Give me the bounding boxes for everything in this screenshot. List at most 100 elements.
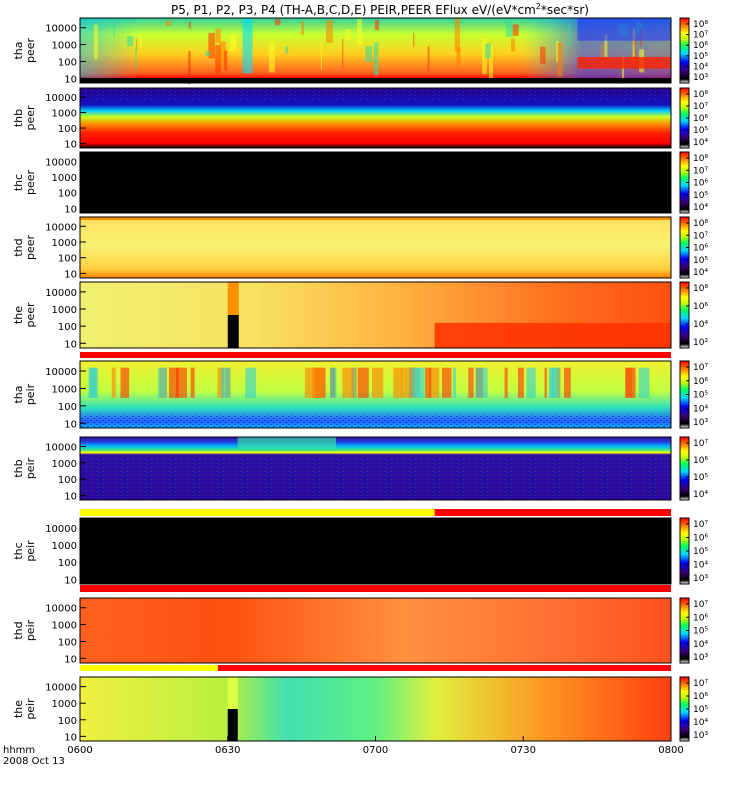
colorbar-tick-label: 10⁶ [693,41,708,51]
colorbar-tick-label: 10⁶ [693,179,708,189]
mode-bar-segment [80,509,435,516]
colorbar-tick-label: 10³ [693,418,708,428]
probe-label: thb [12,109,25,127]
y-tick-label: 10000 [45,93,77,104]
panel-frame [79,87,672,149]
probe-label: thb [12,459,25,477]
colorbar-tick-label: 10⁵ [693,52,708,62]
panel-thc-peir: 10000 1000 100 10 thc peir 10⁷ 10⁶ 10⁵ 10⁴ 10³ [12,517,708,592]
panel-frame [79,281,672,349]
colorbar-tick-label: 10⁵ [693,705,708,715]
probe-label: the [12,700,25,718]
spectrogram-thc-peer [80,152,671,213]
y-tick-label: 1000 [52,41,77,52]
colorbar-tick-label: 10⁵ [693,191,708,201]
panel-frame [79,517,672,585]
colorbar-tick-label: 10⁵ [693,473,708,483]
probe-label: tha [12,385,25,403]
colorbar-tick-label: 10⁴ [693,320,708,330]
panel-thc-peer: 10000 1000 100 10 thc peer 10⁸ 10⁷ 10⁶ 10⁵ 10⁴ [12,151,708,215]
colorbar-tick-label: 10⁴ [693,640,708,650]
colorbar-tick-label: 10⁷ [693,600,708,610]
spectrogram-thb-peir [80,437,671,500]
y-tick-label: 100 [58,402,77,413]
colorbar-tick-label: 10⁵ [693,256,708,266]
time-axis: 0600 0630 0700 0730 0800 [67,736,684,756]
y-tick-label: 10 [64,654,77,665]
mode-bar-segment [434,509,671,516]
colorbar-tick-label: 10⁴ [693,561,708,571]
spectrogram-the-peer [80,282,671,348]
panel-the-peer: 10000 1000 100 10 the peer 10⁸ 10⁶ 10⁴ 10² [12,281,708,358]
colorbar-tick-label: 10⁵ [693,391,708,401]
y-tick-label: 1000 [52,305,77,316]
y-tick-label: 100 [58,475,77,486]
colorbar-tick-label: 10⁸ [693,154,708,164]
spectrogram-tha-peer [80,18,671,85]
colorbar-tick-label: 10⁶ [693,534,708,544]
colorbar-tick-label: 10³ [693,574,708,584]
y-tick-label: 10000 [45,288,77,299]
colorbar-tick-label: 10⁸ [693,90,708,100]
y-tick-label: 100 [58,637,77,648]
y-tick-label: 100 [58,189,77,200]
probe-label: thc [12,174,25,191]
time-axis-caption: hhmm 2008 Oct 13 [3,745,65,767]
colorbar-tick-label: 10⁷ [693,102,708,112]
mode-bar-segment [80,665,218,671]
panel-the-peir: 10000 1000 100 10 the peir 10⁷ 10⁶ 10⁵ 10⁴ 10³ [12,676,708,743]
panel-thd-peir: 10000 1000 100 10 thd peir 10⁷ 10⁶ 10⁵ 10⁴ 10³ [12,597,708,671]
colorbar-tick-label: 10⁷ [693,520,708,530]
instrument-label: peir [24,619,37,641]
probe-label: thc [12,542,25,559]
y-tick-label: 100 [58,716,77,727]
panel-frame [79,216,672,279]
instrument-label: peir [24,383,37,405]
spectrogram-the-peir [80,677,671,741]
y-tick-label: 10 [64,74,77,85]
colorbar-tick-label: 10⁴ [693,718,708,728]
panel-frame [79,597,672,664]
y-tick-label: 1000 [52,541,77,552]
y-tick-label: 10000 [45,367,77,378]
panel-thb-peer: 10000 1000 100 10 thb peer 10⁸ 10⁷ 10⁶ 10⁵ 10⁴ [12,87,708,150]
y-tick-label: 100 [58,254,77,265]
panel-frame [79,17,672,84]
colorbar-tick-label: 10⁶ [693,302,708,312]
panel-thb-peir: 10000 1000 100 10 thb peir 10⁷ 10⁶ 10⁵ 10⁴ [12,436,708,516]
y-tick-label: 10 [64,419,77,430]
mode-bar-segment [80,585,671,592]
panel-thd-peer: 10000 1000 100 10 thd peer 10⁸ 10⁷ 10⁶ 10⁵ 10⁴ [12,216,708,280]
colorbar-tick-label: 10⁴ [693,404,708,414]
colorbar-tick-label: 10⁶ [693,456,708,466]
date-label: 2008 Oct 13 [3,756,65,767]
colorbar-tick-label: 10⁷ [693,231,708,241]
y-tick-label: 10000 [45,604,77,615]
y-tick-label: 1000 [52,384,77,395]
spectrogram-tha-peir [80,361,671,428]
colorbar-tick-label: 10⁶ [693,377,708,387]
panel-frame [79,151,672,214]
probe-label: thd [12,621,25,639]
y-tick-label: 1000 [52,699,77,710]
x-tick-label: 0600 [67,745,92,756]
colorbar [679,281,690,349]
colorbar-tick-label: 10⁷ [693,31,708,41]
y-tick-label: 10 [64,139,77,150]
colorbar-tick-label: 10³ [693,653,708,663]
instrument-label: peir [24,457,37,479]
instrument-label: peir [24,698,37,720]
y-tick-label: 10000 [45,443,77,454]
y-tick-label: 10000 [45,683,77,694]
colorbar-tick-label: 10⁵ [693,627,708,637]
y-tick-label: 10000 [45,222,77,233]
instrument-label: peir [24,540,37,562]
colorbar-tick-label: 10⁴ [693,62,708,72]
x-tick-label: 0730 [511,745,536,756]
probe-label: tha [12,41,25,59]
y-tick-label: 10000 [45,524,77,535]
panel-frame [79,436,672,501]
colorbar-tick-label: 10⁶ [693,613,708,623]
colorbar-tick-label: 10⁷ [693,439,708,449]
